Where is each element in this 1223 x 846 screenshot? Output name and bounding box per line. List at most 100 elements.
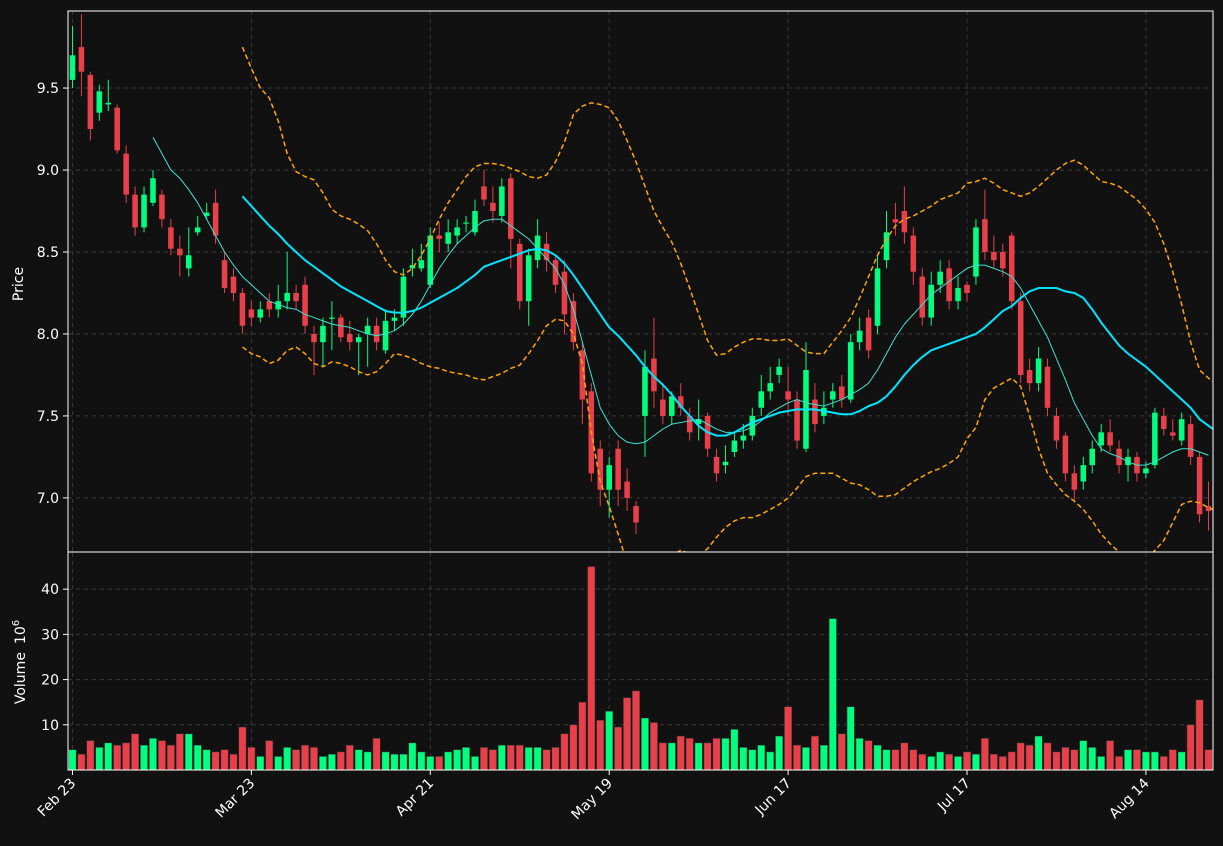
volume-tick-label: 20 [41,673,59,689]
candle-body [114,107,120,151]
candle-body [69,55,76,80]
candle-body [1205,506,1212,512]
candle-body [1143,468,1149,474]
volume-bar [1052,751,1061,770]
volume-bar [1177,751,1186,770]
candle-body [838,386,845,400]
volume-bar [1079,740,1088,770]
volume-bar [963,751,971,770]
price-tick-label: 9.0 [37,163,59,179]
volume-bar [900,742,909,770]
candle-body [865,317,872,351]
volume-bar [918,753,927,770]
candle-body [185,255,192,269]
volume-bar [730,729,739,770]
candle-body [973,227,979,277]
volume-bar [77,753,86,770]
candle-body [651,358,657,392]
candle-body [436,235,443,239]
volume-bar [936,751,945,770]
candle-body [1071,473,1078,490]
volume-bar [855,738,864,770]
volume-plot [68,566,1213,770]
volume-bar [354,749,363,770]
candle-body [1161,415,1167,430]
price-tick-label: 8.5 [37,245,59,261]
candle-body [427,235,434,285]
volume-bar [837,733,846,770]
volume-bar [435,756,444,770]
candle-body [597,448,604,490]
price-tick-label: 7.5 [37,409,59,425]
price-tick-label: 9.5 [37,81,59,97]
price-plot [69,14,1213,552]
volume-bar [319,756,327,770]
volume-bar [175,733,184,770]
volume-bar [184,733,193,770]
candle-body [266,301,273,310]
volume-bar [980,738,989,770]
candle-body [892,219,899,223]
candle-body [758,391,765,408]
volume-bar [390,753,399,770]
volume-bar [283,747,292,770]
candle-body [606,465,612,490]
volume-bar [989,753,998,770]
price-axis-label: Price [11,267,27,301]
price-tick-label: 7.0 [37,491,59,507]
candle-body [508,178,514,239]
candle-body [830,391,836,400]
volume-bar [533,747,542,770]
volume-bar [1034,735,1043,770]
candle-body [150,178,156,203]
bollinger-upper-line [241,46,1213,383]
candle-body [293,292,299,302]
candle-body [1080,465,1087,482]
volume-bar [462,747,470,770]
volume-bar [211,751,220,770]
candle-body [1000,251,1006,269]
candle-body [329,317,335,319]
candle-body [919,276,926,318]
volume-bar [614,726,623,770]
volume-bar [909,749,918,770]
candle-body [105,102,112,105]
volume-bar [685,738,694,770]
candle-body [695,419,702,425]
candle-body [722,461,729,466]
volume-bar [1007,751,1016,770]
volume-bar [1141,751,1150,770]
volume-bar [238,726,247,770]
volume-bar [166,744,175,770]
candle-body [1178,419,1185,441]
candle-body [1044,366,1051,408]
candle-body [1152,412,1158,466]
candle-body [847,342,854,400]
candle-body [499,186,505,216]
volume-bar [650,722,658,770]
candle-body [257,309,264,318]
volume-bar [972,753,980,770]
volume-bar [641,717,649,770]
candle-body [561,271,568,315]
volume-bar [1043,742,1052,770]
candle-body [785,391,791,400]
volume-bar [399,753,408,770]
volume-bar [95,747,104,770]
candle-body [874,268,881,326]
candle-body [463,222,469,224]
candle-body [1035,358,1042,384]
candle-body [910,235,917,272]
volume-bar [819,744,828,770]
candle-body [472,211,478,233]
candle-body [1026,370,1033,384]
volume-bar [202,749,211,770]
volume-bar [506,744,515,770]
volume-bar [587,566,596,770]
candle-body [1089,448,1096,466]
volume-bar [846,706,855,770]
candle-body [203,212,210,216]
candle-body [525,255,532,302]
